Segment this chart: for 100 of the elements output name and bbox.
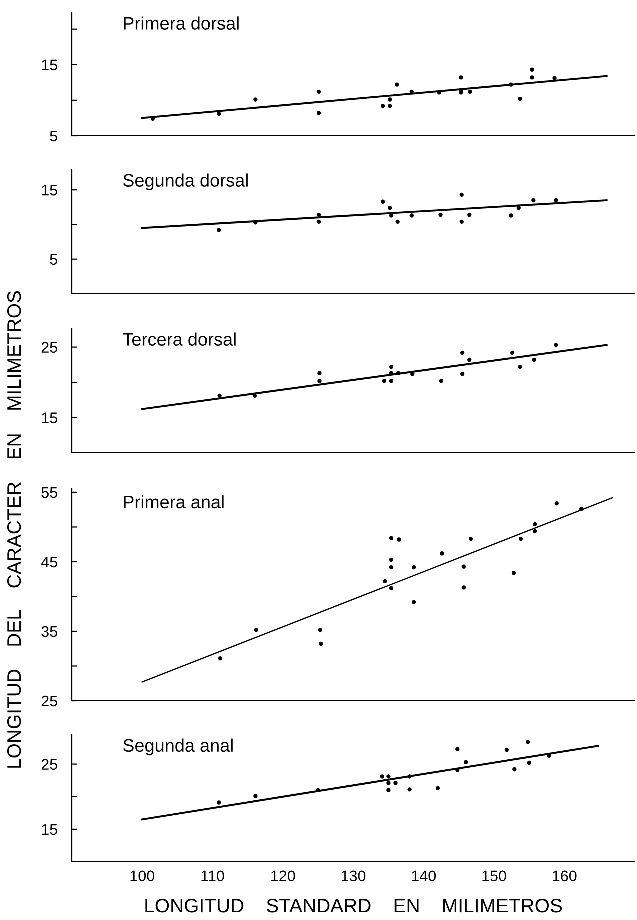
point <box>394 781 398 786</box>
point <box>464 760 468 764</box>
x-tick-label: 160 <box>553 870 577 882</box>
point <box>462 586 466 590</box>
point <box>318 628 323 632</box>
point <box>396 371 401 376</box>
x-tick-label: 150 <box>482 870 506 882</box>
x-axis-title: LONGITUD STANDARD EN MILIMETROS <box>146 898 562 913</box>
point <box>389 586 394 590</box>
point <box>554 343 558 348</box>
point <box>389 565 394 570</box>
point <box>456 747 460 752</box>
point <box>319 642 324 646</box>
point <box>254 794 258 798</box>
point <box>410 90 414 94</box>
x-tick-label: 130 <box>342 870 366 882</box>
point <box>316 111 322 116</box>
y-tick-label: 25 <box>42 759 58 770</box>
point <box>412 600 416 604</box>
point <box>518 536 524 542</box>
point <box>316 220 322 224</box>
point <box>388 206 392 210</box>
x-tick-label: 140 <box>412 870 436 882</box>
point <box>512 571 516 576</box>
point <box>410 372 415 376</box>
point <box>468 358 472 362</box>
x-tick-label: 100 <box>130 870 155 882</box>
point <box>412 565 416 570</box>
y-tick-label: 5 <box>50 254 58 266</box>
point <box>380 200 386 204</box>
point <box>218 656 223 661</box>
point <box>468 90 472 94</box>
point <box>552 76 557 80</box>
point <box>396 220 400 224</box>
point <box>389 558 394 562</box>
point <box>530 68 534 72</box>
point <box>504 748 509 752</box>
point <box>509 214 514 218</box>
point <box>440 552 444 556</box>
y-tick-label: 15 <box>42 60 58 71</box>
point <box>380 774 384 779</box>
point <box>386 781 391 786</box>
point <box>439 379 444 384</box>
chart-title: Segunda anal <box>123 738 233 756</box>
point <box>532 522 538 527</box>
point <box>532 529 538 534</box>
point <box>459 76 464 80</box>
point <box>510 350 515 356</box>
point <box>217 228 222 232</box>
point <box>526 740 530 744</box>
point <box>509 82 514 87</box>
point <box>460 220 464 224</box>
point <box>532 198 536 203</box>
point <box>316 788 320 792</box>
point <box>217 112 222 116</box>
y-axis-title: LONGITUD DEL CARACTER EN MILIMETROS <box>7 291 22 768</box>
point <box>468 212 472 218</box>
point <box>386 788 391 792</box>
point <box>554 502 559 506</box>
chart-title: Tercera dorsal <box>123 332 236 346</box>
point <box>316 212 322 218</box>
y-tick-label: 5 <box>50 131 58 142</box>
y-tick-label: 45 <box>41 557 58 568</box>
point <box>408 788 412 792</box>
point <box>468 536 474 542</box>
chart-title: Segunda dorsal <box>123 174 248 191</box>
chart-title: Primera dorsal <box>124 16 239 30</box>
point <box>408 774 412 779</box>
y-tick-label: 55 <box>42 488 58 498</box>
y-tick-label: 25 <box>42 342 58 354</box>
point <box>254 98 258 102</box>
point <box>527 760 532 766</box>
point <box>218 394 222 398</box>
point <box>389 536 394 540</box>
chart-title: Primera anal <box>124 495 224 509</box>
point <box>217 800 222 805</box>
point <box>462 564 466 569</box>
y-tick-label: 15 <box>42 185 58 196</box>
point <box>518 364 522 370</box>
x-tick-label: 110 <box>202 870 224 882</box>
point <box>579 507 584 512</box>
point <box>382 379 387 384</box>
point <box>380 104 386 108</box>
point <box>318 379 322 384</box>
point <box>386 774 391 779</box>
point <box>383 579 388 584</box>
point <box>460 192 464 198</box>
point <box>530 76 534 80</box>
point <box>436 786 440 790</box>
point <box>389 364 394 370</box>
point <box>437 90 442 95</box>
point <box>410 214 414 218</box>
point <box>460 372 465 376</box>
point <box>318 371 322 376</box>
point <box>254 628 258 632</box>
x-tick-label: 120 <box>272 870 296 882</box>
point <box>388 98 392 102</box>
point <box>460 350 465 356</box>
point <box>532 358 536 362</box>
point <box>438 212 443 218</box>
